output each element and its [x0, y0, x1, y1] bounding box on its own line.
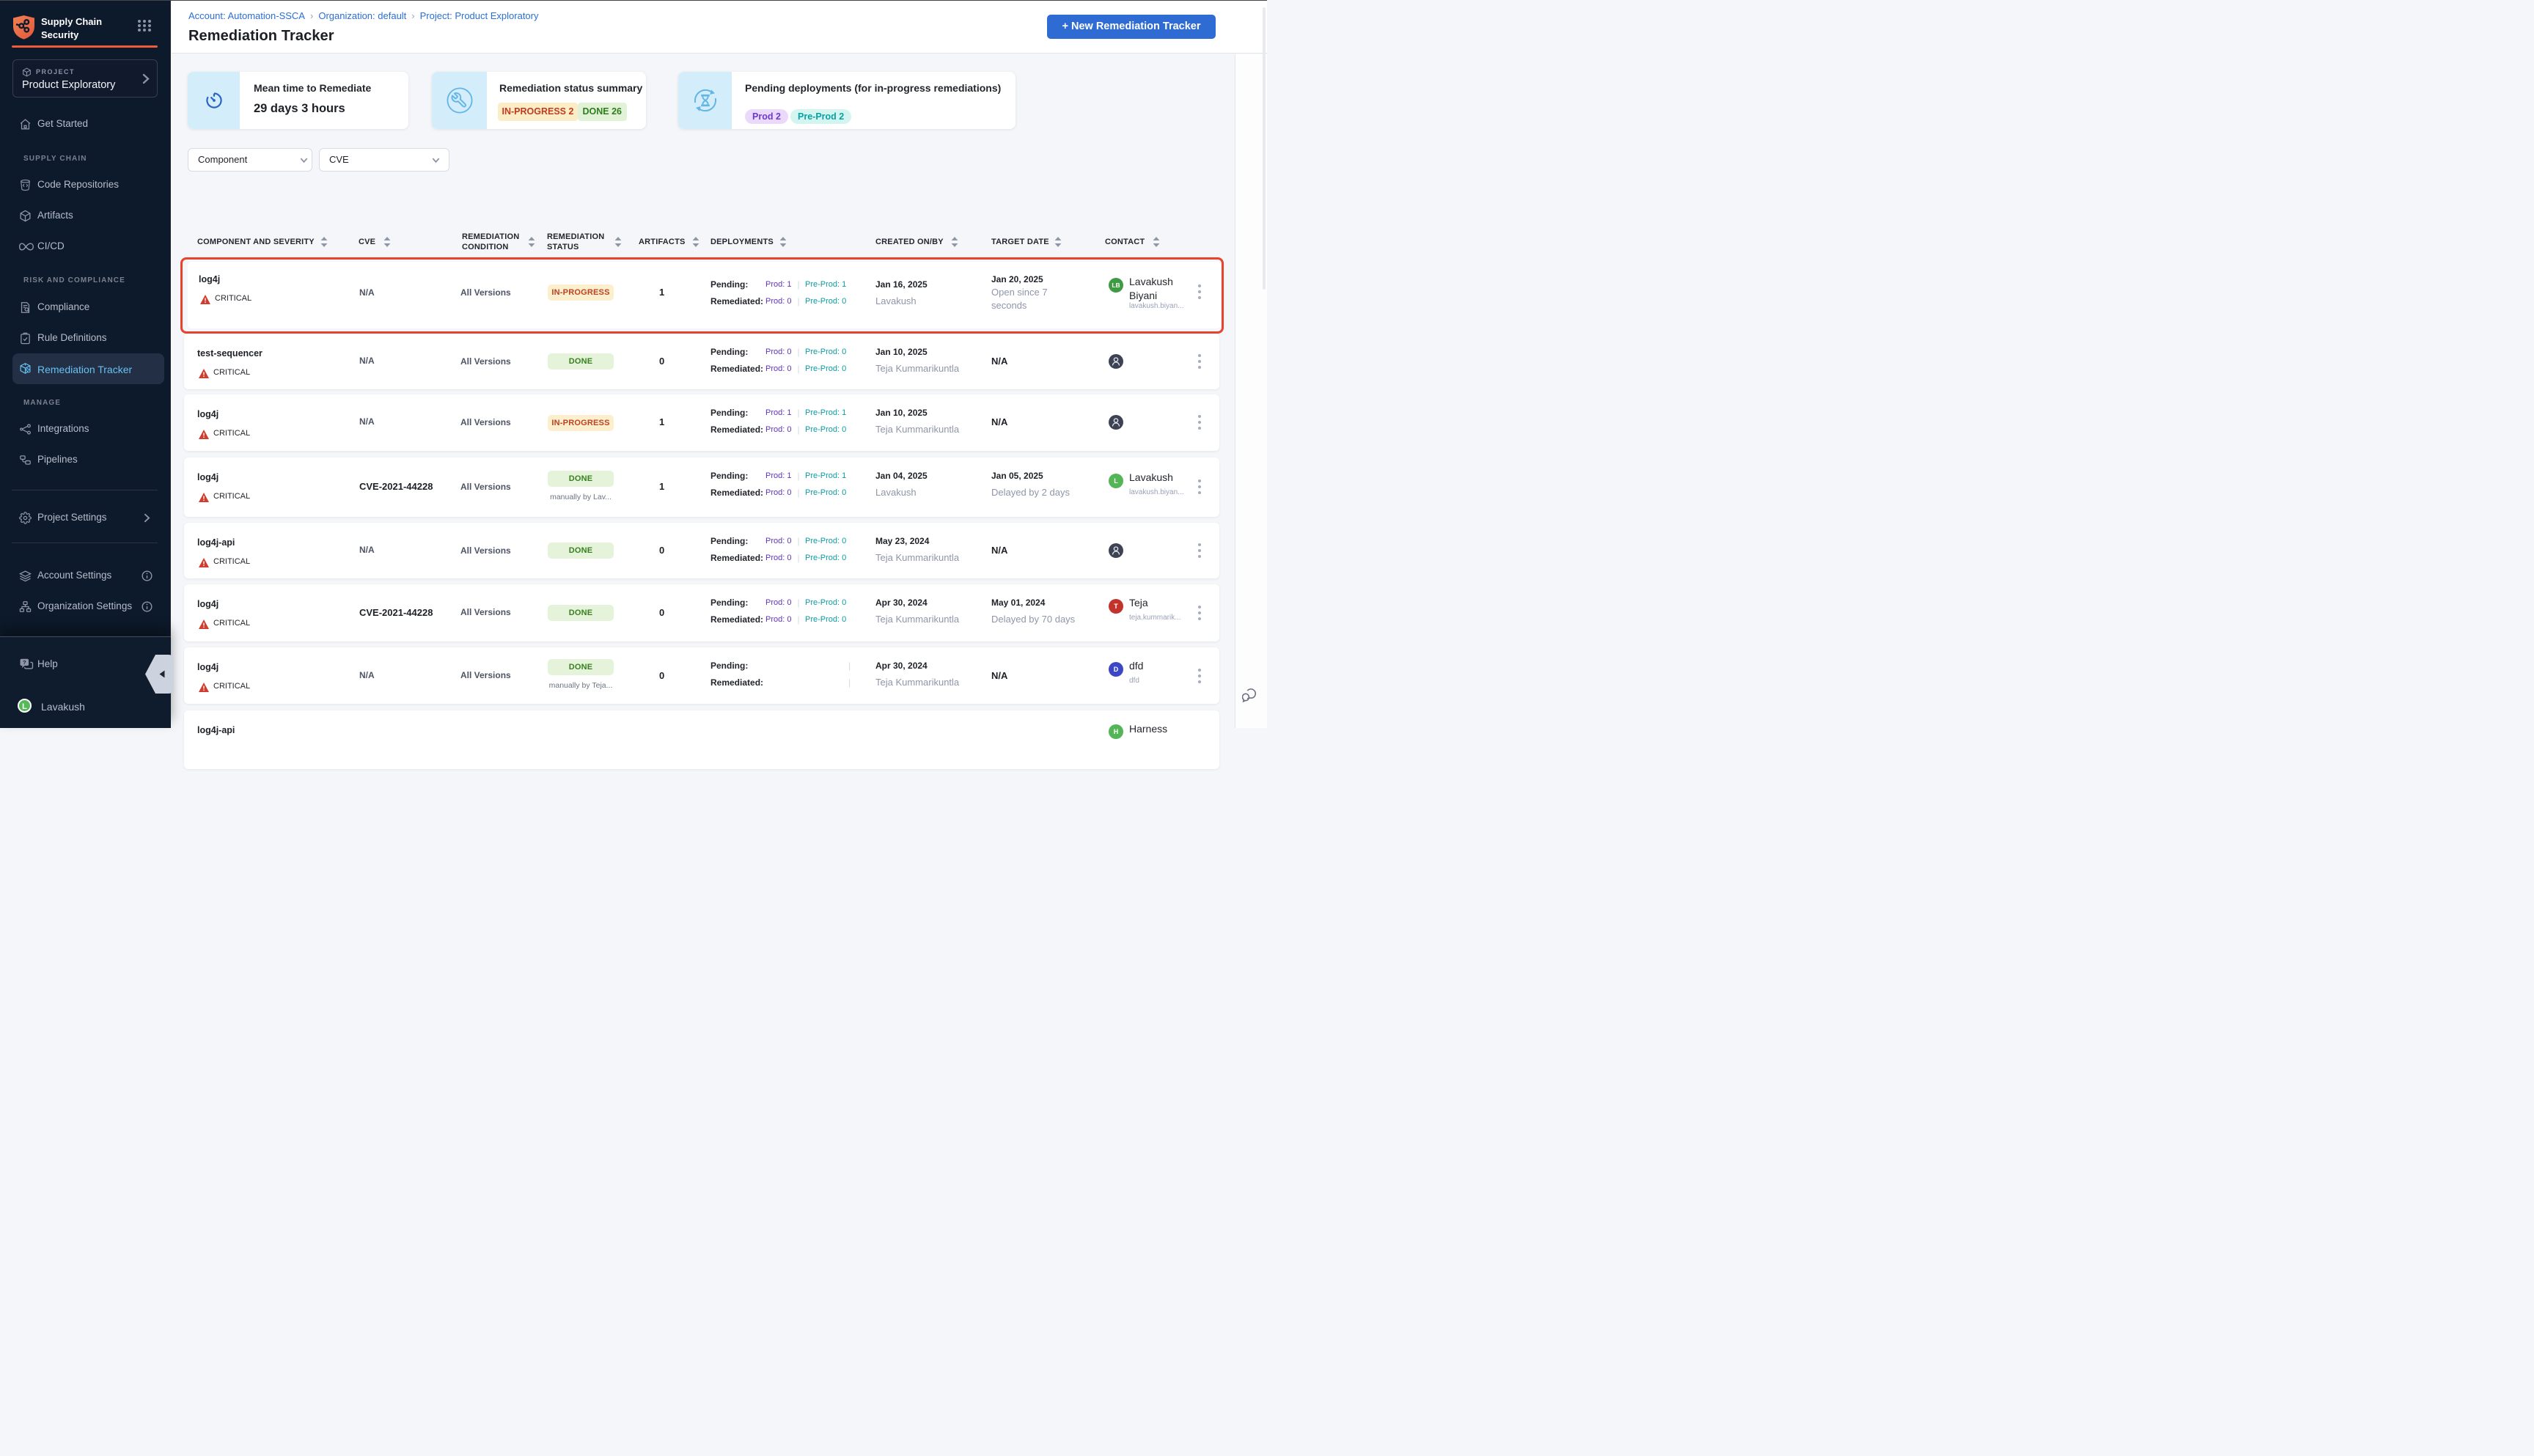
svg-text:?: ? [23, 659, 26, 666]
